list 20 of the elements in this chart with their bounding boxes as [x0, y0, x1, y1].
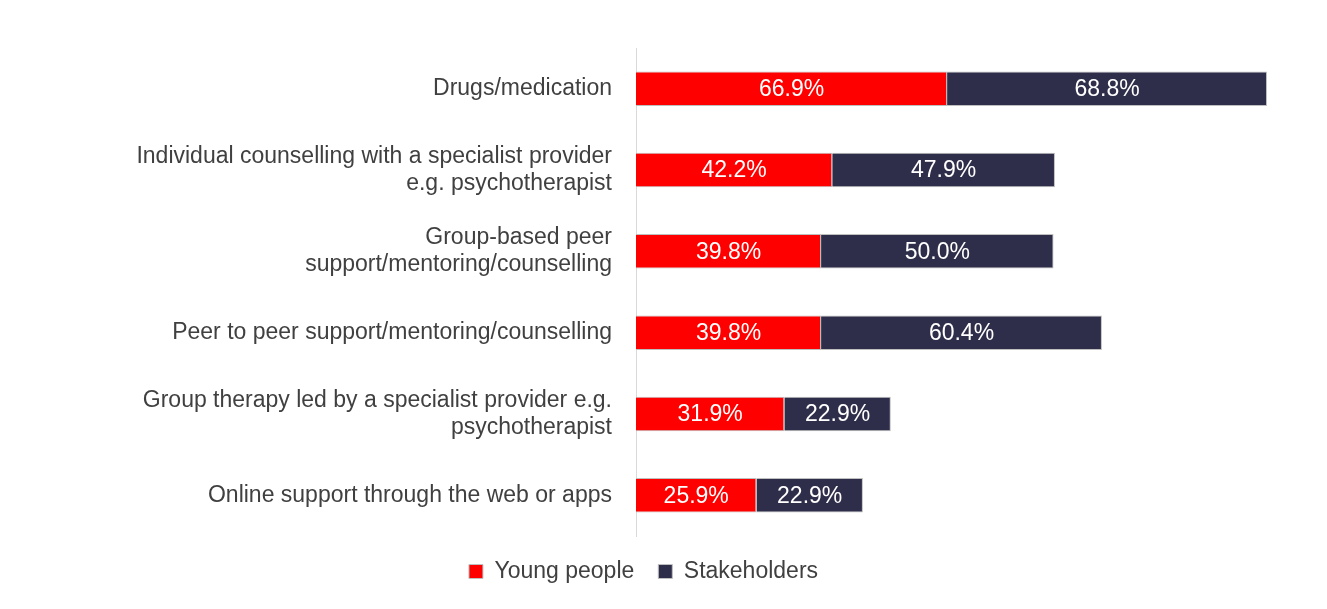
y-tick-label: Online support through the web or apps: [207, 480, 612, 507]
data-label: 22.9%: [804, 400, 871, 427]
legend-label: Stakeholders: [683, 556, 819, 583]
data-label: 50.0%: [904, 237, 970, 264]
y-tick-label: Group-based peer support/mentoring/counselling: [305, 222, 613, 277]
y-tick-label: Peer to peer support/mentoring/counselling: [172, 318, 612, 345]
data-label: 25.9%: [663, 481, 729, 508]
data-label: 60.4%: [928, 319, 995, 346]
data-label: 31.9%: [677, 400, 743, 427]
y-tick-label: Group therapy led by a specialist provider e.g. psychotherapist: [142, 385, 613, 440]
y-tick-label: Drugs/medication: [433, 74, 612, 101]
legend-label: Young people: [494, 556, 635, 583]
y-tick-label: Individual counselling with a specialist provider e.g. psychotherapist: [136, 141, 613, 196]
data-label: 47.9%: [910, 156, 977, 183]
data-label: 39.8%: [695, 237, 762, 264]
data-label: 42.2%: [701, 156, 767, 183]
data-label: 39.8%: [695, 319, 762, 346]
data-label: 66.9%: [758, 75, 825, 102]
data-label: 22.9%: [777, 481, 843, 508]
data-label: 68.8%: [1074, 75, 1140, 102]
